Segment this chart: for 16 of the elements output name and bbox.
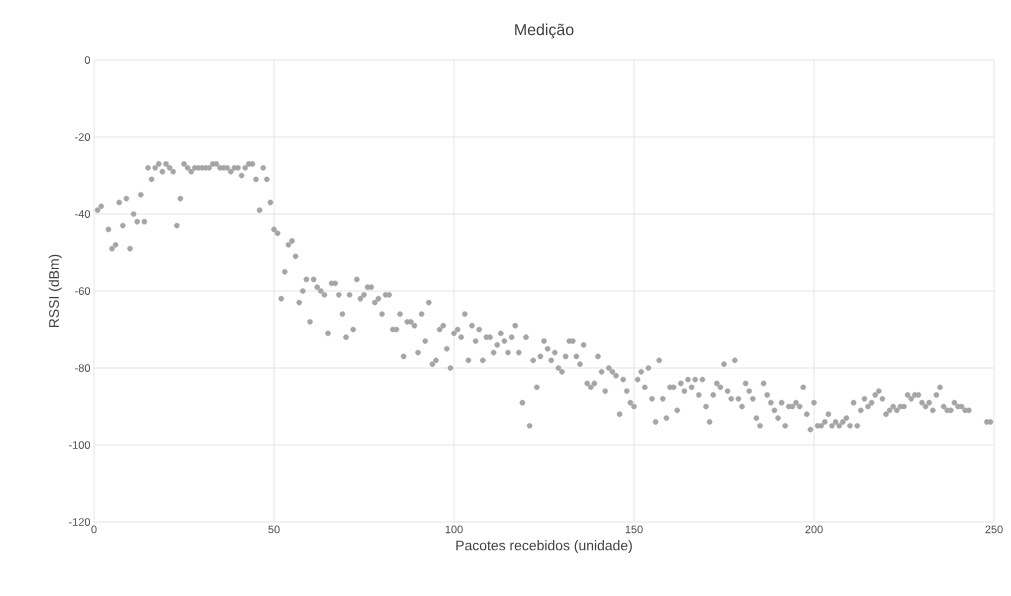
chart-title: Medição [515, 23, 574, 39]
x-tick-label: 100 [445, 525, 463, 534]
x-tick-label: 250 [985, 525, 1003, 534]
x-tick-label: 200 [805, 525, 823, 534]
y-tick-label: -120 [69, 518, 91, 526]
y-tick-label: -40 [75, 210, 91, 218]
x-tick-label: 50 [268, 525, 280, 534]
x-axis-title: Pacotes recebidos (unidade) [456, 540, 632, 554]
x-tick-label: 150 [625, 525, 643, 534]
y-tick-label: -80 [75, 364, 91, 372]
y-tick-label: -20 [75, 133, 91, 141]
x-tick-label: 0 [91, 525, 97, 534]
y-tick-label: -100 [69, 441, 91, 449]
y-axis-title: RSSI (dBm) [48, 254, 62, 328]
y-tick-label: -60 [75, 287, 91, 295]
y-tick-label: 0 [84, 56, 91, 64]
